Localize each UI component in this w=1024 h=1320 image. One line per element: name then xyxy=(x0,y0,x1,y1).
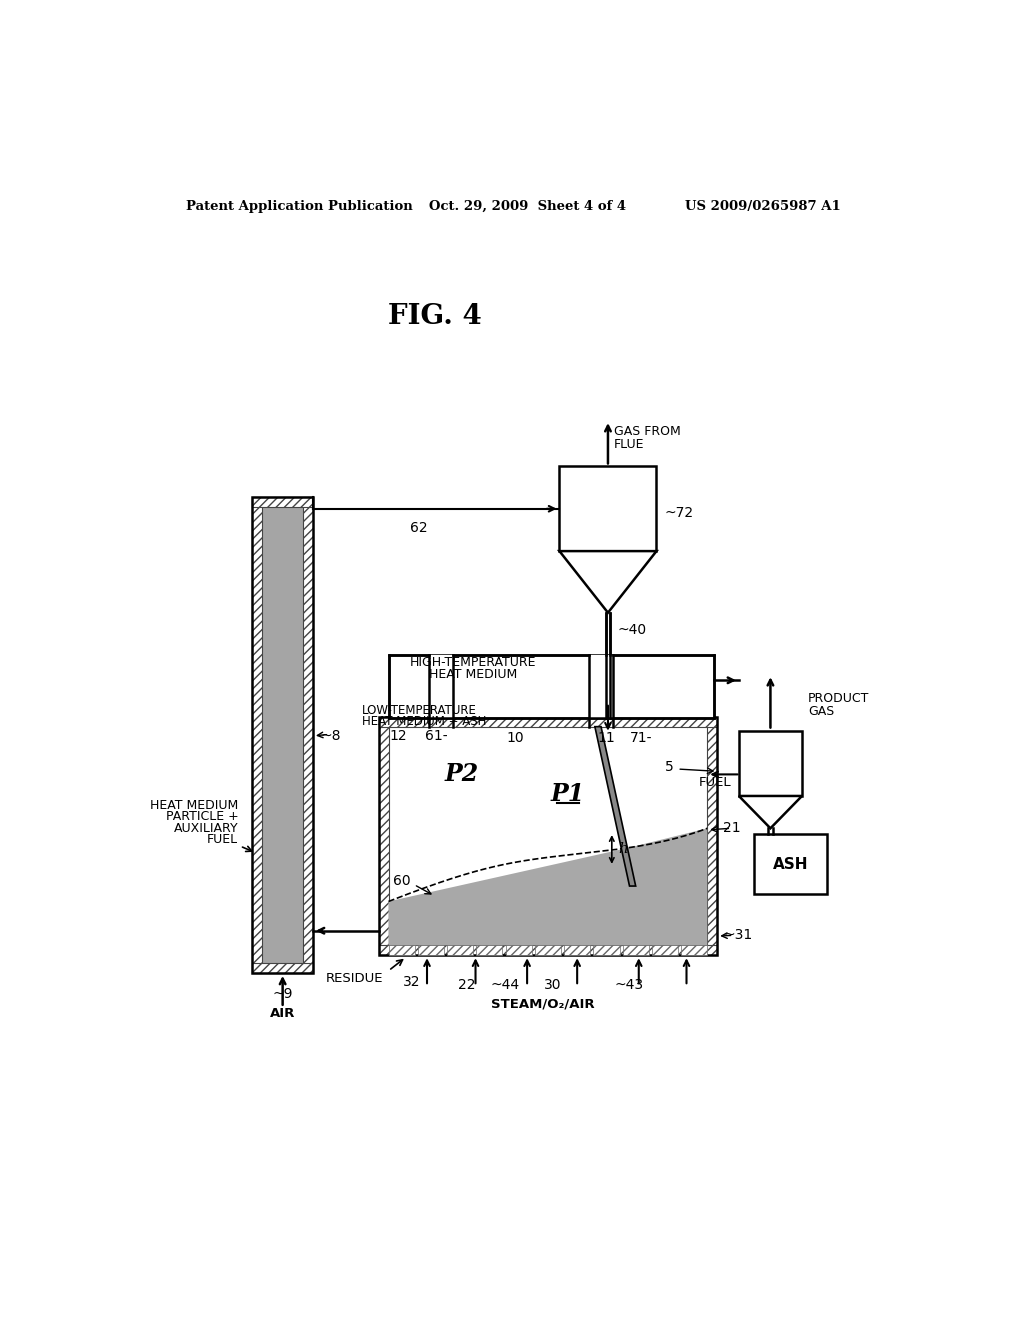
Bar xyxy=(252,498,313,973)
Text: ~43: ~43 xyxy=(615,978,644,991)
Bar xyxy=(708,717,717,956)
Bar xyxy=(593,945,620,956)
Bar xyxy=(476,945,503,956)
Text: 11: 11 xyxy=(598,731,615,746)
Text: FIG. 4: FIG. 4 xyxy=(388,302,481,330)
Text: GAS: GAS xyxy=(808,705,835,718)
Bar xyxy=(262,507,303,964)
Text: GAS FROM: GAS FROM xyxy=(614,425,681,438)
Bar xyxy=(681,945,708,956)
Text: HEAT MEDIUM: HEAT MEDIUM xyxy=(151,799,239,812)
Bar xyxy=(623,945,649,956)
Bar xyxy=(388,655,714,718)
Bar xyxy=(652,945,678,956)
Text: ~44: ~44 xyxy=(490,978,520,991)
Text: 22: 22 xyxy=(459,978,476,991)
Bar xyxy=(418,945,444,956)
Bar xyxy=(303,498,313,973)
Text: ~31: ~31 xyxy=(724,928,753,941)
Text: AUXILIARY: AUXILIARY xyxy=(174,822,239,834)
Text: Oct. 29, 2009  Sheet 4 of 4: Oct. 29, 2009 Sheet 4 of 4 xyxy=(429,199,627,213)
Text: LOW-TEMPERATURE: LOW-TEMPERATURE xyxy=(361,704,476,717)
Text: ~9: ~9 xyxy=(272,987,293,1001)
Bar xyxy=(252,498,262,973)
Bar xyxy=(379,945,717,956)
Text: Patent Application Publication: Patent Application Publication xyxy=(186,199,413,213)
Text: h: h xyxy=(617,842,628,857)
Text: P2: P2 xyxy=(444,763,479,787)
Text: 62: 62 xyxy=(411,521,428,535)
Text: 71-: 71- xyxy=(630,731,652,746)
Bar xyxy=(506,945,531,956)
Text: HEAT MEDIUM: HEAT MEDIUM xyxy=(429,668,517,681)
Text: ASH: ASH xyxy=(773,857,809,871)
Bar xyxy=(447,945,473,956)
Text: 21: 21 xyxy=(724,821,741,836)
Text: 12: 12 xyxy=(390,729,408,743)
Polygon shape xyxy=(559,552,656,612)
Text: ~40: ~40 xyxy=(617,623,646,638)
Bar xyxy=(739,730,802,796)
Bar xyxy=(755,834,827,894)
Bar xyxy=(564,945,590,956)
Text: FUEL: FUEL xyxy=(698,776,731,788)
Text: FLUE: FLUE xyxy=(614,438,645,451)
Bar xyxy=(379,717,717,726)
Bar xyxy=(589,655,613,718)
Bar xyxy=(535,945,561,956)
Bar xyxy=(252,498,313,507)
Text: 60: 60 xyxy=(393,874,411,887)
Text: 30: 30 xyxy=(544,978,561,991)
Text: AIR: AIR xyxy=(270,1007,295,1019)
Bar xyxy=(388,945,415,956)
Text: HIGH-TEMPERATURE: HIGH-TEMPERATURE xyxy=(410,656,537,669)
Polygon shape xyxy=(739,796,802,829)
Text: US 2009/0265987 A1: US 2009/0265987 A1 xyxy=(685,199,841,213)
Text: RESIDUE: RESIDUE xyxy=(326,972,383,985)
Bar xyxy=(388,726,708,945)
Bar xyxy=(429,655,454,718)
Text: ~8: ~8 xyxy=(321,729,341,743)
Text: PARTICLE +: PARTICLE + xyxy=(166,810,239,824)
Bar xyxy=(559,466,656,552)
Text: 10: 10 xyxy=(507,731,524,746)
Bar xyxy=(379,717,388,956)
Text: 32: 32 xyxy=(402,975,421,989)
Text: STEAM/O₂/AIR: STEAM/O₂/AIR xyxy=(490,998,594,1010)
Polygon shape xyxy=(388,829,708,945)
Text: 5: 5 xyxy=(666,760,674,774)
Text: P1: P1 xyxy=(551,781,585,805)
Polygon shape xyxy=(595,726,636,886)
Bar xyxy=(252,964,313,973)
Text: FUEL: FUEL xyxy=(207,833,239,846)
Bar xyxy=(379,717,717,956)
Text: 61-: 61- xyxy=(425,729,449,743)
Text: ~72: ~72 xyxy=(665,506,693,520)
Text: PRODUCT: PRODUCT xyxy=(808,693,869,705)
Text: HEAT MEDIUM + ASH: HEAT MEDIUM + ASH xyxy=(361,714,486,727)
